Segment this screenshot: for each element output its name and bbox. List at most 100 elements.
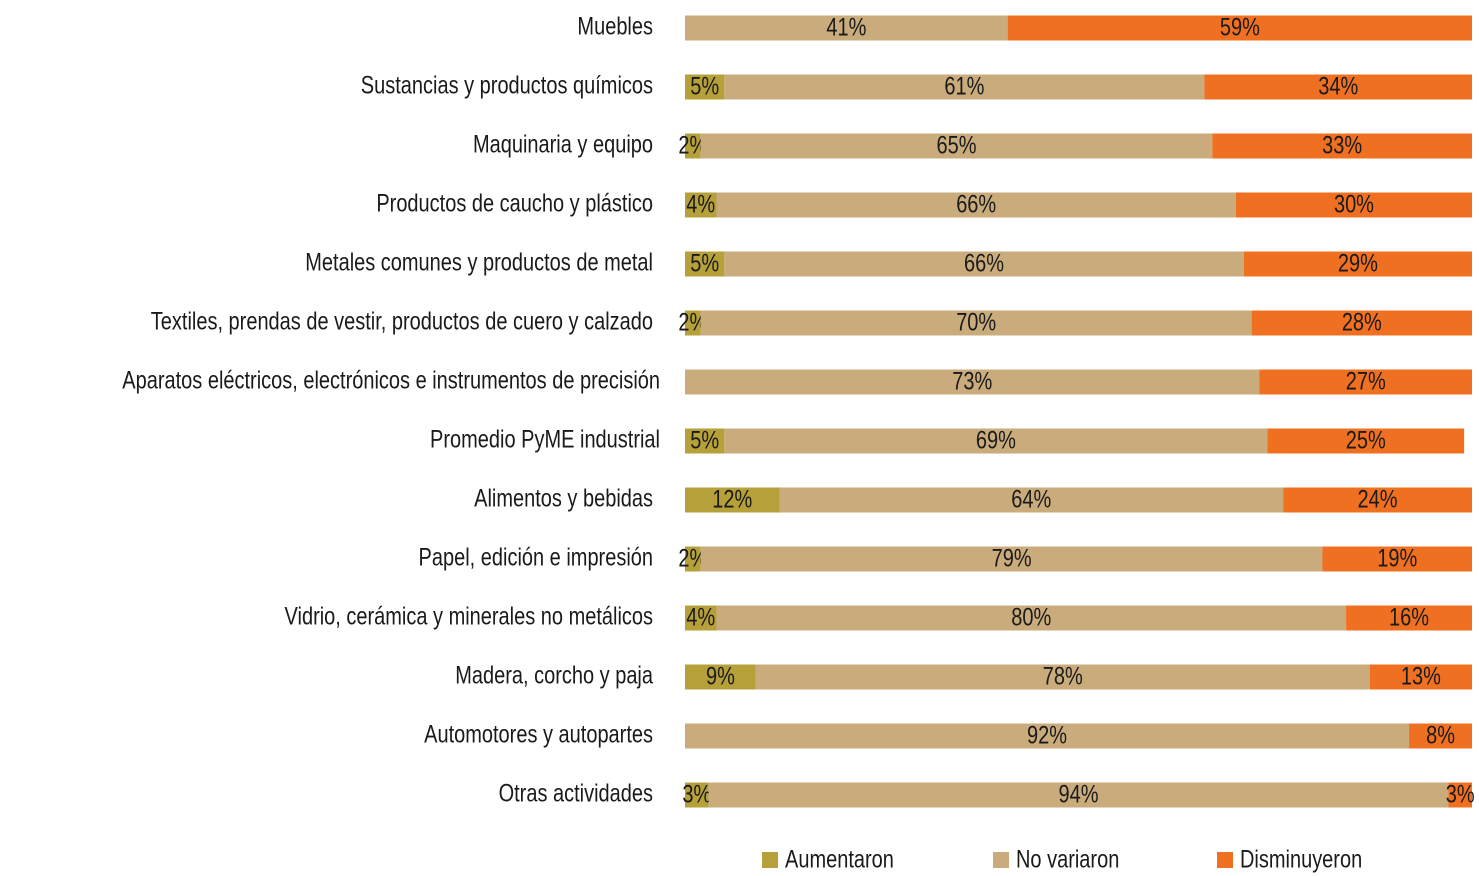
data-label: 92% [1027, 722, 1067, 750]
y-tick-label: Papel, edición e impresión [419, 544, 653, 572]
y-tick-label: Otras actividades [499, 780, 653, 808]
data-label-group: 12% [712, 486, 752, 514]
data-label: 33% [1322, 132, 1362, 160]
data-label-group: 61% [944, 73, 984, 101]
data-label: 12% [712, 486, 752, 514]
data-label: 5% [690, 73, 719, 101]
data-label-group: 66% [964, 250, 1004, 278]
y-tick-label-group: Alimentos y bebidas [474, 485, 653, 513]
data-label: 69% [976, 427, 1016, 455]
data-label: 3% [1446, 781, 1475, 809]
data-label: 28% [1342, 309, 1382, 337]
bar-segment [1369, 664, 1472, 690]
y-tick-label-group: Papel, edición e impresión [419, 544, 653, 572]
bar-segment [1204, 74, 1472, 100]
y-tick-label: Vidrio, cerámica y minerales no metálico… [285, 603, 653, 631]
data-label: 78% [1043, 663, 1083, 691]
bar-segment [1346, 605, 1472, 631]
data-label-group: 34% [1318, 73, 1358, 101]
legend-label-group: Disminuyeron [1240, 846, 1362, 874]
y-tick-label: Textiles, prendas de vestir, productos d… [151, 308, 653, 336]
data-label-group: 64% [1011, 486, 1051, 514]
y-tick-label-group: Productos de caucho y plástico [376, 190, 653, 218]
bar-segment [1235, 192, 1472, 218]
data-label-group: 9% [706, 663, 735, 691]
data-label-group: 59% [1220, 14, 1260, 42]
data-label-group: 3% [682, 781, 711, 809]
data-label: 4% [686, 604, 715, 632]
y-tick-label-group: Muebles [577, 13, 653, 41]
data-label: 4% [686, 191, 715, 219]
y-tick-label: Aparatos eléctricos, electrónicos e inst… [122, 367, 660, 395]
data-label-group: 27% [1346, 368, 1386, 396]
bar-segment [685, 15, 1008, 41]
bar-segment [685, 782, 709, 808]
data-label: 66% [964, 250, 1004, 278]
data-label-group: 94% [1058, 781, 1098, 809]
data-label-group: 78% [1043, 663, 1083, 691]
y-tick-label: Madera, corcho y paja [455, 662, 653, 690]
bar-segment [716, 605, 1347, 631]
data-label-group: 5% [690, 73, 719, 101]
data-label: 16% [1389, 604, 1429, 632]
y-tick-label-group: Automotores y autopartes [424, 721, 653, 749]
bar-segment [700, 133, 1213, 159]
y-tick-label-group: Textiles, prendas de vestir, productos d… [151, 308, 653, 336]
data-label-group: 16% [1389, 604, 1429, 632]
legend-label: Disminuyeron [1240, 846, 1362, 874]
y-tick-label-group: Metales comunes y productos de metal [305, 249, 653, 277]
data-label: 5% [690, 427, 719, 455]
data-label-group: 73% [952, 368, 992, 396]
data-label-group: 24% [1358, 486, 1398, 514]
data-label-group: 92% [1027, 722, 1067, 750]
y-tick-label-group: Otras actividades [499, 780, 653, 808]
y-tick-label: Automotores y autopartes [424, 721, 653, 749]
bar-segment [724, 428, 1268, 454]
data-label: 80% [1011, 604, 1051, 632]
data-label: 64% [1011, 486, 1051, 514]
data-label-group: 5% [690, 427, 719, 455]
data-label: 8% [1426, 722, 1455, 750]
data-label-group: 69% [976, 427, 1016, 455]
data-label: 25% [1346, 427, 1386, 455]
data-label: 9% [706, 663, 735, 691]
y-tick-label: Sustancias y productos químicos [361, 72, 653, 100]
data-label-group: 66% [956, 191, 996, 219]
data-label-group: 3% [1446, 781, 1475, 809]
data-label-group: 13% [1401, 663, 1441, 691]
bar-segment [685, 664, 756, 690]
bar-segment [1007, 15, 1472, 41]
data-label: 73% [952, 368, 992, 396]
data-label: 61% [944, 73, 984, 101]
bar-segment [1251, 310, 1472, 336]
bar-segment [685, 310, 701, 336]
data-label: 19% [1377, 545, 1417, 573]
bar-segment [1267, 428, 1465, 454]
data-label: 24% [1358, 486, 1398, 514]
bar-segment [755, 664, 1370, 690]
bar-segment [685, 428, 725, 454]
bar-segment [685, 192, 717, 218]
y-tick-label-group: Madera, corcho y paja [455, 662, 653, 690]
bar-segment [700, 546, 1323, 572]
y-tick-label-group: Aparatos eléctricos, electrónicos e inst… [122, 367, 660, 395]
legend-swatch [993, 852, 1009, 868]
data-label: 29% [1338, 250, 1378, 278]
bar-segment [779, 487, 1284, 513]
y-tick-label: Maquinaria y equipo [473, 131, 653, 159]
data-label: 13% [1401, 663, 1441, 691]
data-label-group: 79% [992, 545, 1032, 573]
data-label: 59% [1220, 14, 1260, 42]
data-label-group: 33% [1322, 132, 1362, 160]
data-label: 34% [1318, 73, 1358, 101]
bar-segment [700, 310, 1252, 336]
legend-label-group: No variaron [1016, 846, 1119, 874]
data-label-group: 70% [956, 309, 996, 337]
data-label: 27% [1346, 368, 1386, 396]
data-label-group: 8% [1426, 722, 1455, 750]
legend-swatch [762, 852, 778, 868]
bar-segment [1409, 723, 1472, 749]
data-label-group: 25% [1346, 427, 1386, 455]
bar-segment [724, 74, 1205, 100]
bar-segment [685, 605, 717, 631]
